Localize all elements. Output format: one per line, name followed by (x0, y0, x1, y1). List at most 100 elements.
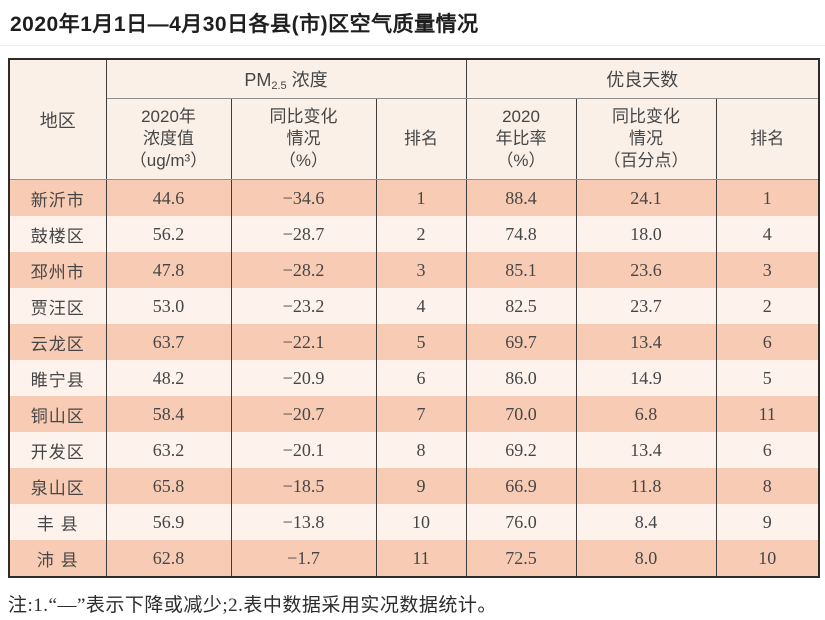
good-change-cell: 23.7 (575, 288, 717, 324)
good-change-cell: 23.6 (575, 252, 717, 288)
pm-value-cell: 56.2 (105, 216, 232, 252)
good-change-cell: 8.0 (575, 540, 717, 577)
good-rate-cell: 86.0 (465, 360, 577, 396)
footnote: 注:1.“—”表示下降或减少;2.表中数据采用实况数据统计。 (8, 595, 497, 616)
pm-change-cell: −34.6 (230, 179, 377, 216)
header-good-change: 同比变化 情况 （百分点） (575, 98, 717, 180)
region-cell: 开发区 (8, 432, 107, 468)
pm-rank-cell: 10 (375, 504, 467, 540)
good-change-cell: 11.8 (575, 468, 717, 504)
pm-change-cell: −20.7 (230, 396, 377, 432)
header-pm-group: PM2.5 浓度 (105, 59, 467, 99)
pm-value-cell: 44.6 (105, 179, 232, 216)
region-cell: 丰 县 (8, 504, 107, 540)
good-change-cell: 13.4 (575, 432, 717, 468)
good-rate-cell: 66.9 (465, 468, 577, 504)
pm-value-cell: 47.8 (105, 252, 232, 288)
region-cell: 云龙区 (8, 324, 107, 360)
pm-change-cell: −13.8 (230, 504, 377, 540)
region-cell: 沛 县 (8, 540, 107, 577)
pm-value-cell: 53.0 (105, 288, 232, 324)
pm-subscript: 2.5 (271, 80, 287, 92)
table-row: 新沂市 44.6 −34.6 1 88.4 24.1 1 (8, 179, 820, 216)
table-row: 睢宁县 48.2 −20.9 6 86.0 14.9 5 (8, 360, 820, 396)
pm-rank-cell: 8 (375, 432, 467, 468)
good-rate-cell: 69.2 (465, 432, 577, 468)
pm-value-cell: 58.4 (105, 396, 232, 432)
region-cell: 贾汪区 (8, 288, 107, 324)
good-change-cell: 8.4 (575, 504, 717, 540)
good-rank-cell: 8 (715, 468, 820, 504)
region-cell: 邳州市 (8, 252, 107, 288)
good-rank-cell: 6 (715, 432, 820, 468)
good-change-cell: 13.4 (575, 324, 717, 360)
pm-change-cell: −23.2 (230, 288, 377, 324)
table-row: 沛 县 62.8 −1.7 11 72.5 8.0 10 (8, 540, 820, 577)
good-rate-cell: 85.1 (465, 252, 577, 288)
header-good-rank: 排名 (715, 98, 820, 180)
good-rank-cell: 10 (715, 540, 820, 577)
pm-rank-cell: 9 (375, 468, 467, 504)
pm-value-cell: 65.8 (105, 468, 232, 504)
good-rank-cell: 11 (715, 396, 820, 432)
region-cell: 鼓楼区 (8, 216, 107, 252)
table-body: 新沂市 44.6 −34.6 1 88.4 24.1 1 鼓楼区 56.2 −2… (8, 179, 820, 577)
pm-change-cell: −20.9 (230, 360, 377, 396)
table-row: 铜山区 58.4 −20.7 7 70.0 6.8 11 (8, 396, 820, 432)
pm-rank-cell: 11 (375, 540, 467, 577)
good-rank-cell: 1 (715, 179, 820, 216)
good-rank-cell: 5 (715, 360, 820, 396)
header-pm-value: 2020年 浓度值 （ug/m³） (105, 98, 232, 180)
good-rank-cell: 3 (715, 252, 820, 288)
region-cell: 睢宁县 (8, 360, 107, 396)
header-pm-rank: 排名 (375, 98, 467, 180)
air-quality-table: 地区 PM2.5 浓度 优良天数 2020年 浓度值 （ug/m³） 同比变化 … (8, 58, 821, 578)
pm-rank-cell: 6 (375, 360, 467, 396)
title-divider (0, 45, 825, 46)
table-row: 云龙区 63.7 −22.1 5 69.7 13.4 6 (8, 324, 820, 360)
good-rate-cell: 69.7 (465, 324, 577, 360)
pm-change-cell: −1.7 (230, 540, 377, 577)
region-cell: 铜山区 (8, 396, 107, 432)
pm-value-cell: 62.8 (105, 540, 232, 577)
good-rank-cell: 4 (715, 216, 820, 252)
good-rank-cell: 6 (715, 324, 820, 360)
table-row: 丰 县 56.9 −13.8 10 76.0 8.4 9 (8, 504, 820, 540)
header-sub-row: 2020年 浓度值 （ug/m³） 同比变化 情况 （%） 排名 2020 年比… (9, 98, 820, 180)
table-header: 地区 PM2.5 浓度 优良天数 2020年 浓度值 （ug/m³） 同比变化 … (8, 59, 820, 180)
table-row: 开发区 63.2 −20.1 8 69.2 13.4 6 (8, 432, 820, 468)
header-good-rate: 2020 年比率 （%） (465, 98, 577, 180)
pm-value-cell: 63.7 (105, 324, 232, 360)
good-change-cell: 18.0 (575, 216, 717, 252)
header-pm-change: 同比变化 情况 （%） (230, 98, 377, 180)
table-row: 贾汪区 53.0 −23.2 4 82.5 23.7 2 (8, 288, 820, 324)
good-rate-cell: 82.5 (465, 288, 577, 324)
good-change-cell: 14.9 (575, 360, 717, 396)
pm-change-cell: −22.1 (230, 324, 377, 360)
pm-suffix: 浓度 (286, 70, 328, 90)
header-group-row: 地区 PM2.5 浓度 优良天数 (8, 59, 820, 180)
good-rate-cell: 74.8 (465, 216, 577, 252)
good-rank-cell: 9 (715, 504, 820, 540)
pm-rank-cell: 5 (375, 324, 467, 360)
pm-change-cell: −28.2 (230, 252, 377, 288)
pm-rank-cell: 7 (375, 396, 467, 432)
pm-value-cell: 63.2 (105, 432, 232, 468)
table-row: 泉山区 65.8 −18.5 9 66.9 11.8 8 (8, 468, 820, 504)
good-rate-cell: 72.5 (465, 540, 577, 577)
pm-value-cell: 56.9 (105, 504, 232, 540)
pm-change-cell: −28.7 (230, 216, 377, 252)
pm-rank-cell: 3 (375, 252, 467, 288)
pm-rank-cell: 4 (375, 288, 467, 324)
header-region: 地区 (8, 59, 107, 180)
good-rate-cell: 88.4 (465, 179, 577, 216)
pm-rank-cell: 1 (375, 179, 467, 216)
good-rate-cell: 76.0 (465, 504, 577, 540)
pm-rank-cell: 2 (375, 216, 467, 252)
table-row: 邳州市 47.8 −28.2 3 85.1 23.6 3 (8, 252, 820, 288)
pm-change-cell: −18.5 (230, 468, 377, 504)
good-change-cell: 6.8 (575, 396, 717, 432)
pm-prefix: PM (244, 70, 272, 90)
pm-change-cell: −20.1 (230, 432, 377, 468)
page-title: 2020年1月1日—4月30日各县(市)区空气质量情况 (10, 13, 479, 36)
